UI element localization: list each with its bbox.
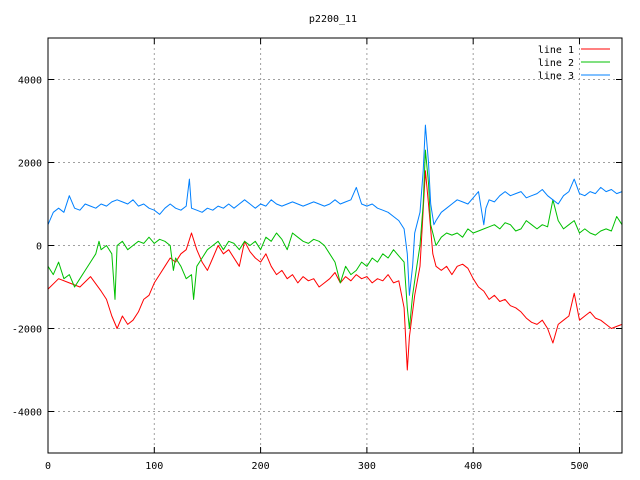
chart-title: p2200_11: [309, 14, 357, 25]
y-tick-label: 2000: [18, 159, 42, 170]
y-tick-label: 0: [36, 242, 42, 253]
x-tick-label: 0: [45, 461, 51, 472]
x-tick-label: 400: [464, 461, 482, 472]
plot-frame: [47, 37, 623, 454]
grid-lines: [48, 38, 622, 453]
series-lines: [47, 124, 623, 371]
y-tick-label: -2000: [12, 325, 42, 336]
x-tick-label: 200: [252, 461, 270, 472]
legend-label: line 1: [538, 45, 574, 56]
legend-label: line 2: [538, 58, 574, 69]
axes: 0 100 200 300 400 500 -4000 -2000 0 2000 4000: [12, 38, 622, 472]
x-tick-label: 300: [358, 461, 376, 472]
series-line-1: [47, 170, 623, 371]
x-tick-label: 500: [570, 461, 588, 472]
series-line-3: [47, 124, 623, 296]
y-tick-label: -4000: [12, 408, 42, 419]
y-tick-label: 4000: [18, 76, 42, 87]
legend-label: line 3: [538, 71, 574, 82]
x-tick-label: 100: [145, 461, 163, 472]
legend: line 1 line 2 line 3: [538, 45, 610, 82]
series-line-2: [47, 149, 623, 329]
